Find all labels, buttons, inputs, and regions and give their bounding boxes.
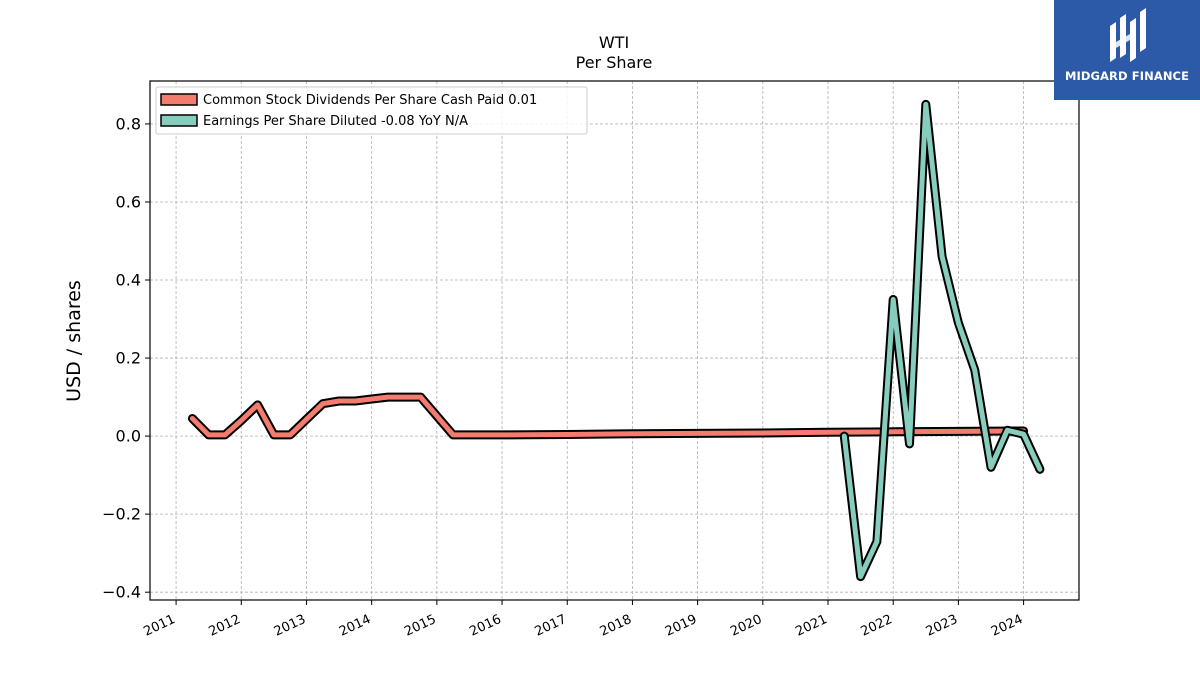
legend-label-dividends: Common Stock Dividends Per Share Cash Pa… — [203, 93, 537, 108]
x-tick-label: 2021 — [793, 612, 829, 640]
series-line-dividends — [189, 394, 1027, 438]
series-outline-eps — [839, 99, 1045, 582]
legend-swatch-dividends — [160, 93, 198, 106]
x-tick-label: 2012 — [207, 612, 243, 640]
x-tick-label: 2015 — [402, 612, 438, 640]
x-tick-label: 2017 — [533, 612, 569, 640]
chart-title: WTI — [599, 33, 629, 52]
midgard-logo-icon — [1110, 8, 1146, 62]
x-tick-label: 2020 — [728, 612, 764, 640]
legend-box — [155, 86, 588, 135]
y-tick-label: −0.2 — [102, 505, 141, 524]
grid — [150, 81, 1079, 600]
x-tick-label: 2018 — [598, 612, 634, 640]
x-tick-label: 2024 — [989, 612, 1025, 640]
x-tick-label: 2011 — [141, 612, 177, 640]
x-tick-label: 2019 — [663, 612, 699, 640]
series-line-eps — [841, 101, 1043, 580]
legend: Common Stock Dividends Per Share Cash Pa… — [155, 86, 588, 135]
y-tick-label: 0.8 — [116, 114, 141, 133]
brand-logo: MIDGARD FINANCE — [1054, 0, 1200, 100]
y-tick-label: 0.6 — [116, 192, 141, 211]
chart-subtitle: Per Share — [576, 53, 653, 72]
plot-series — [187, 99, 1045, 582]
x-tick-label: 2023 — [924, 612, 960, 640]
y-tick-label: 0.4 — [116, 271, 141, 290]
y-axis: −0.4 −0.2 0.0 0.2 0.4 0.6 0.8 — [102, 114, 150, 602]
y-tick-label: 0.0 — [116, 427, 141, 446]
x-tick-label: 2014 — [337, 612, 373, 640]
x-tick-label: 2013 — [272, 612, 308, 640]
brand-name: MIDGARD FINANCE — [1064, 69, 1190, 83]
x-tick-label: 2016 — [467, 612, 503, 640]
x-tick-label: 2022 — [859, 612, 895, 640]
legend-label-eps: Earnings Per Share Diluted -0.08 YoY N/A — [203, 114, 468, 129]
y-axis-label: USD / shares — [63, 280, 85, 402]
plot-area-frame — [149, 80, 1080, 601]
y-tick-label: 0.2 — [116, 349, 141, 368]
x-axis: 2011 2012 2013 2014 2015 2016 2017 2018 2019 2020… — [141, 600, 1025, 640]
legend-swatch-eps — [160, 114, 198, 127]
y-tick-label: −0.4 — [102, 583, 141, 602]
series-outline-dividends — [187, 392, 1029, 440]
